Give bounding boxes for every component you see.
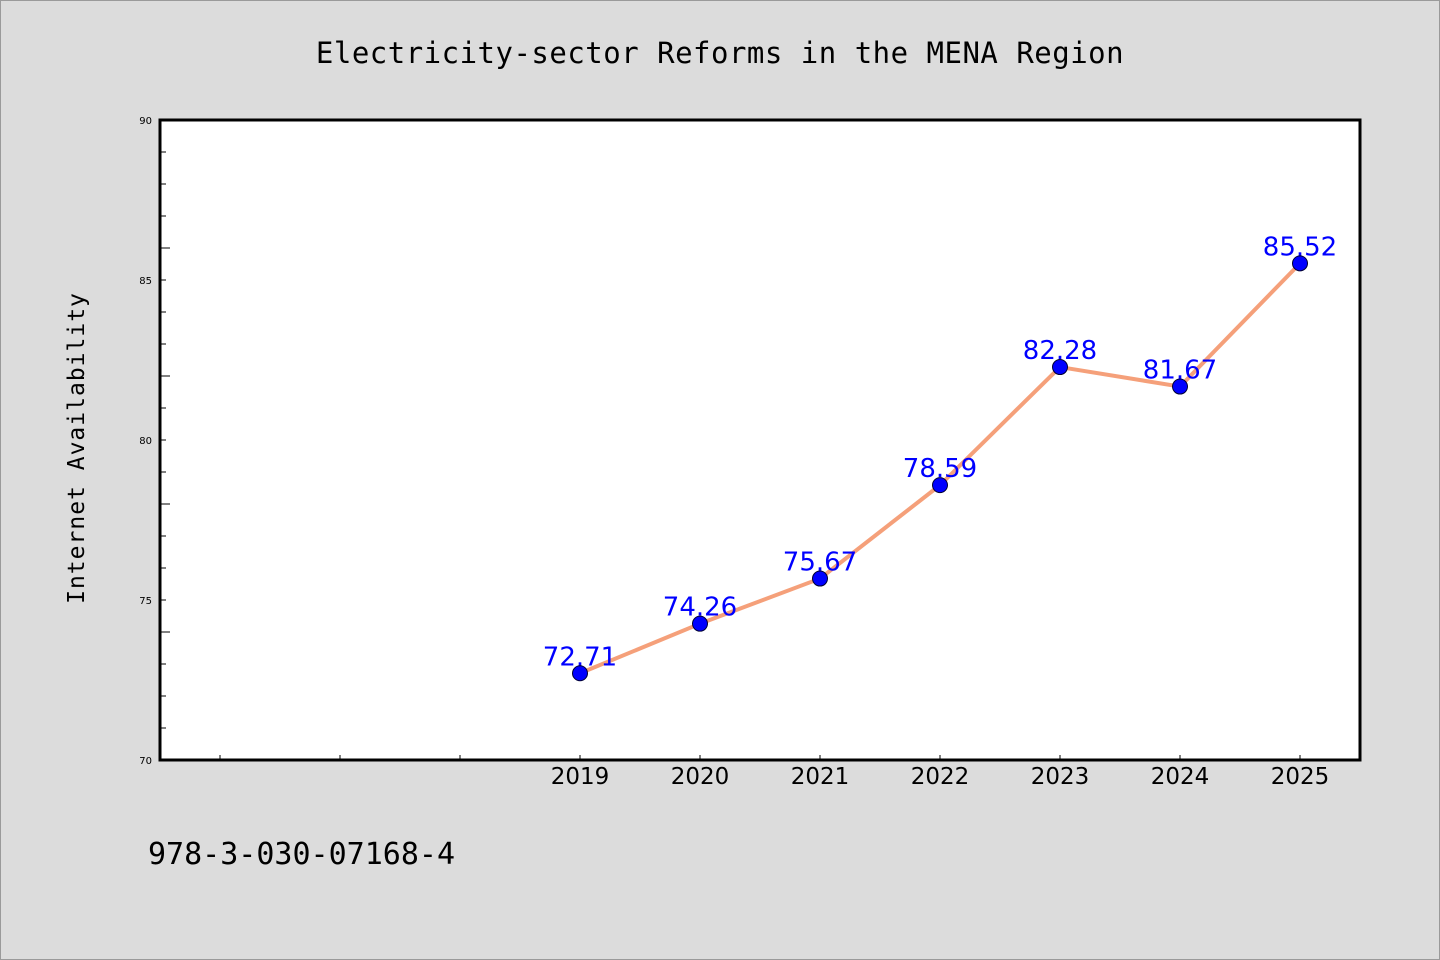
y-tick-label: 90 [139, 116, 152, 127]
x-tick-label: 2025 [1271, 764, 1330, 790]
y-tick-label: 75 [139, 596, 152, 607]
data-point [932, 477, 948, 494]
x-tick-label: 2020 [671, 764, 730, 790]
data-point [812, 570, 828, 587]
data-point [572, 665, 588, 682]
data-point [1292, 255, 1308, 272]
data-point [1052, 359, 1068, 376]
plot-border [158, 118, 1362, 762]
y-tick-label: 70 [139, 756, 152, 767]
x-axis: 2019 2020 2021 2022 2023 2024 2025 [219, 755, 1330, 790]
x-tick-label: 2022 [911, 764, 970, 790]
footnote-isbn: 978-3-030-07168-4 [148, 837, 455, 872]
chart-title: Electricity-sector Reforms in the MENA R… [316, 36, 1124, 70]
x-tick-label: 2019 [551, 764, 610, 790]
data-point [1172, 378, 1188, 395]
y-tick-label: 80 [139, 436, 152, 447]
x-tick-label: 2024 [1151, 764, 1210, 790]
y-tick-label: 85 [139, 276, 152, 287]
y-axis-label: Internet Availability [64, 292, 90, 604]
x-tick-label: 2023 [1031, 764, 1090, 790]
data-point [692, 615, 708, 632]
x-tick-label: 2021 [791, 764, 850, 790]
plot-area [160, 120, 1360, 760]
